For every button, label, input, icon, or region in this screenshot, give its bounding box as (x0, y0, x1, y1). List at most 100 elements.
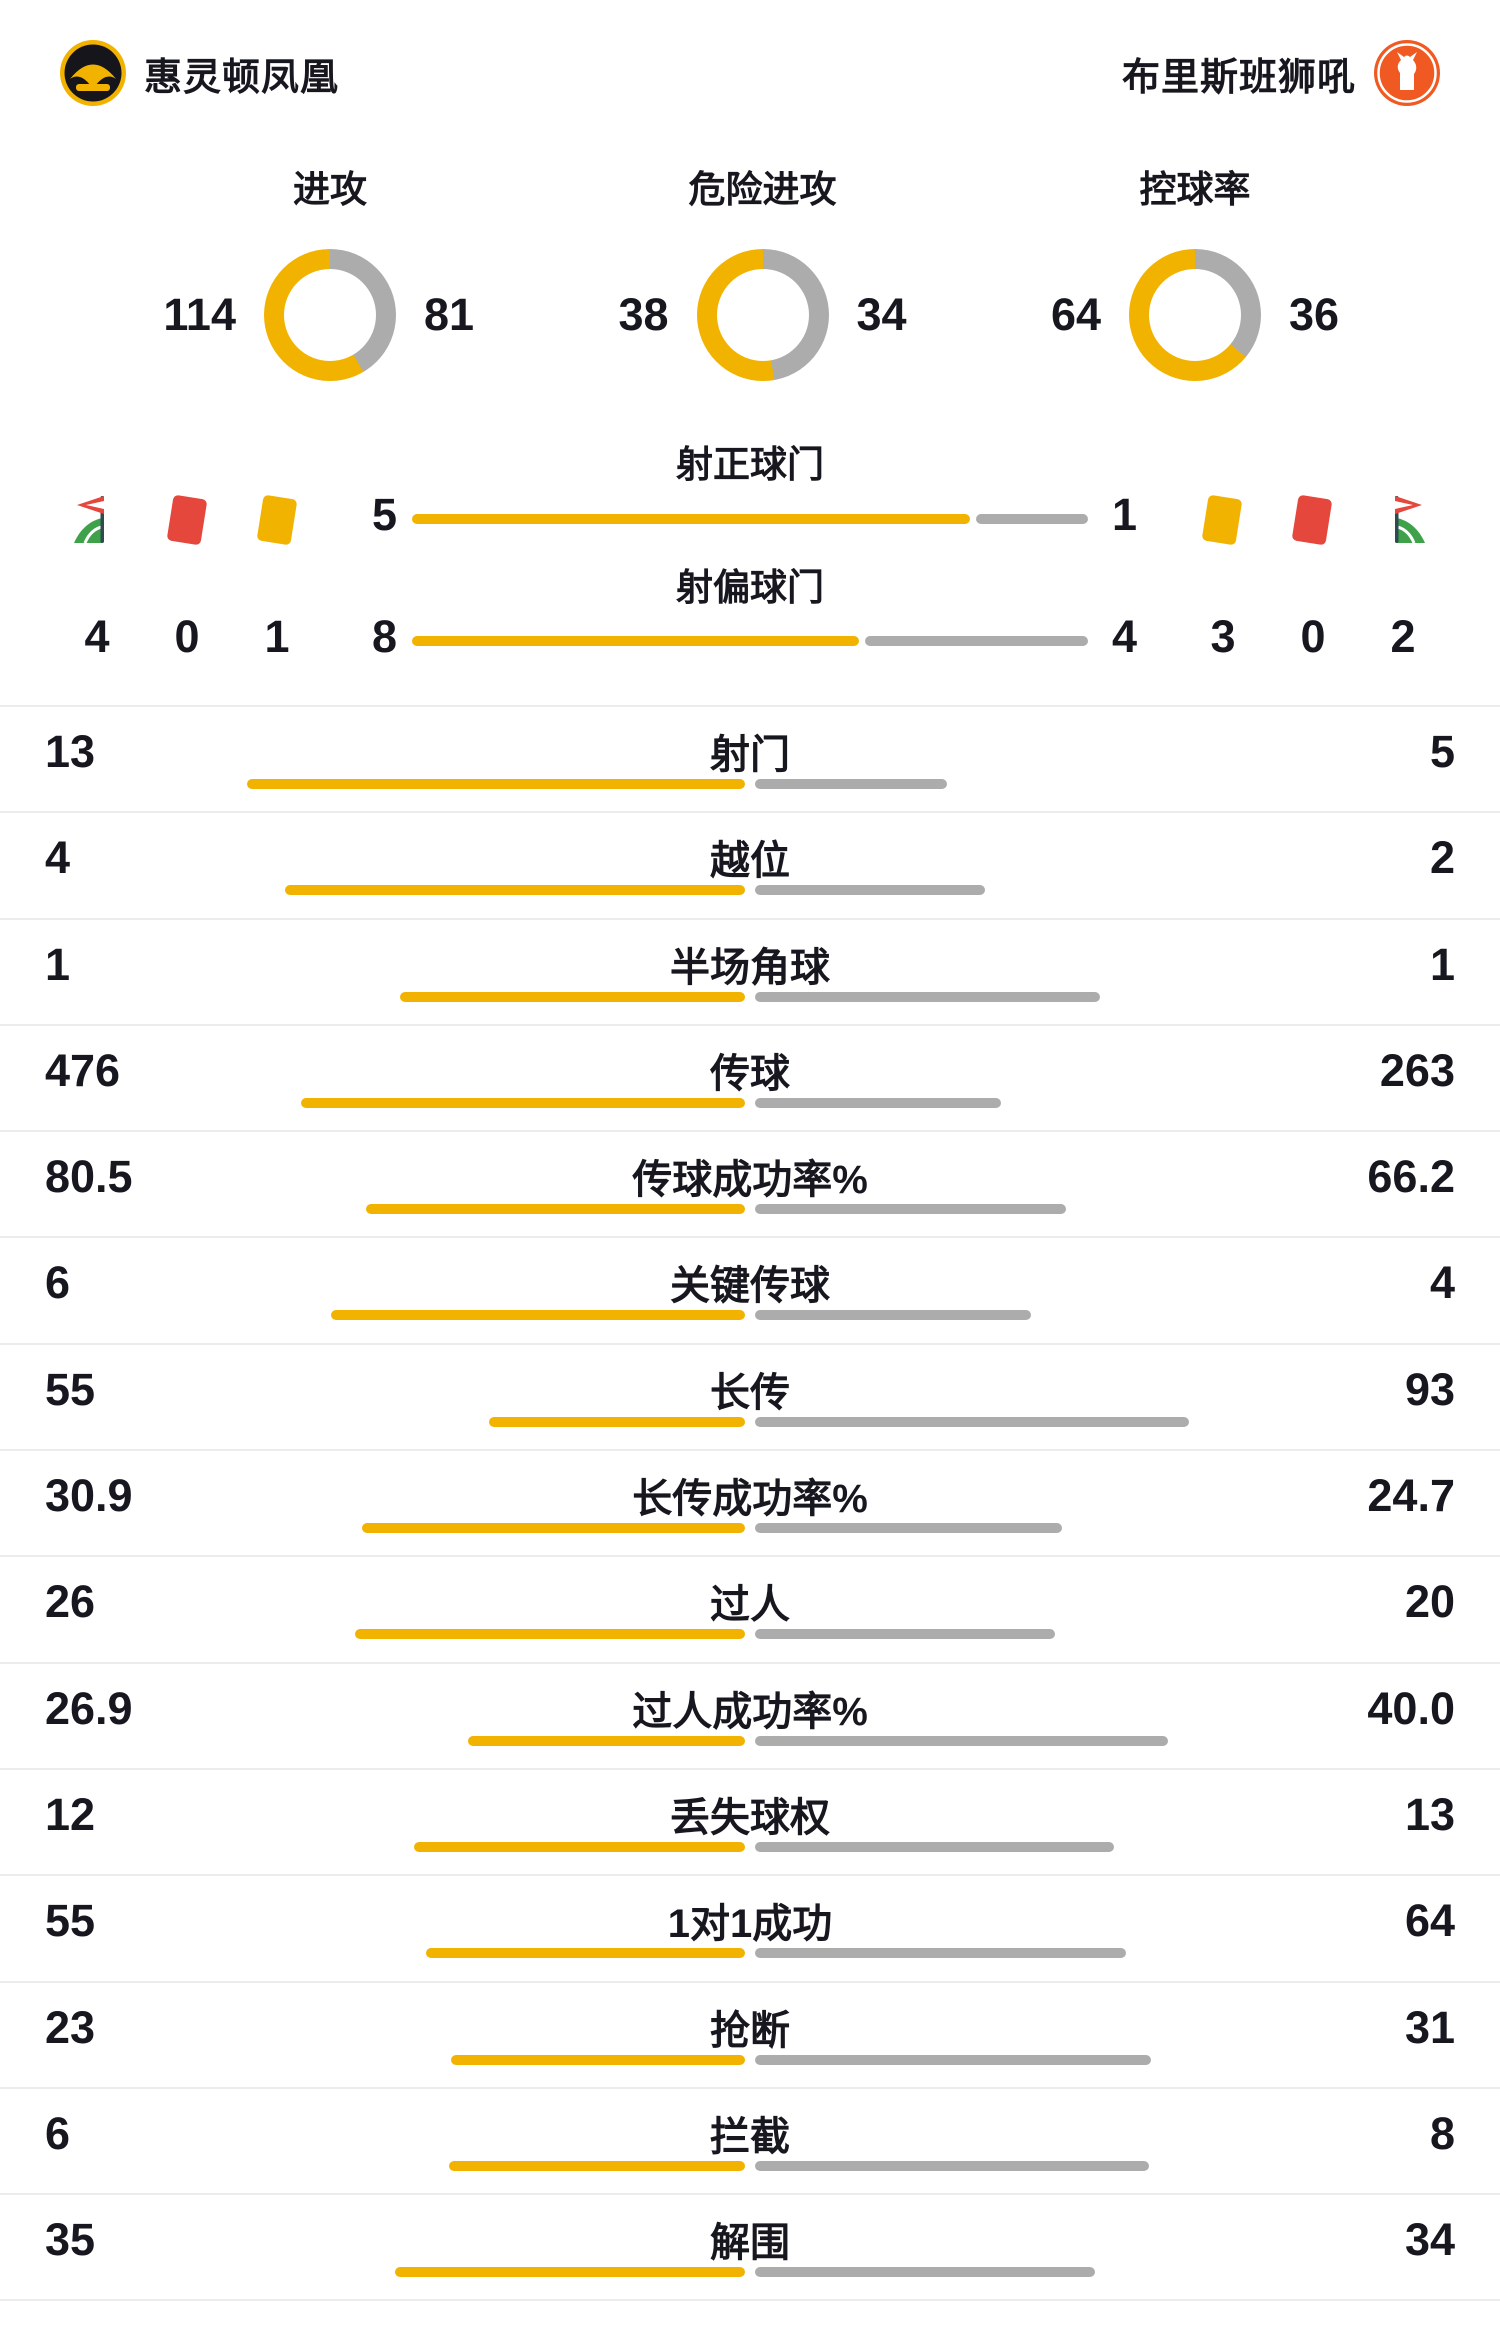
home-team-name: 惠灵顿凤凰 (144, 56, 340, 99)
stat-row: 1 半场角球 1 (0, 917, 1500, 1024)
dangerous-attacks-donut-chart (696, 249, 829, 381)
header: 惠灵顿凤凰 布里斯班狮吼 (60, 40, 1440, 106)
stat-away-value: 263 (1379, 1044, 1455, 1096)
stat-label: 半场角球 (670, 945, 830, 990)
stat-away-value: 66.2 (1367, 1151, 1455, 1203)
shots-on-target-away-value: 1 (1112, 489, 1138, 540)
away-corners-count: 2 (1390, 611, 1416, 662)
attacks-away-value: 81 (424, 289, 475, 340)
stat-away-bar (755, 1097, 1001, 1108)
attacks-label: 进攻 (293, 169, 367, 210)
shots-off-target-home-bar (412, 636, 859, 646)
stat-home-value: 80.5 (45, 1151, 133, 1203)
stat-label: 长传成功率% (632, 1477, 868, 1522)
stat-label: 射门 (710, 733, 790, 777)
stat-label: 抢断 (710, 2008, 790, 2053)
stat-away-bar (755, 885, 985, 896)
stat-home-bar (300, 1097, 745, 1108)
stat-row: 55 长传 93 (0, 1342, 1500, 1449)
home-team[interactable]: 惠灵顿凤凰 (60, 40, 339, 106)
stat-home-bar (361, 1523, 745, 1534)
stat-row: 30.9 长传成功率% 24.7 (0, 1449, 1500, 1555)
stat-label: 越位 (710, 839, 790, 884)
shots-off-target-away-bar (864, 636, 1088, 646)
stat-home-value: 1 (45, 938, 71, 990)
shots-on-target-bar (412, 514, 1088, 524)
away-yellow-cards-count: 3 (1210, 611, 1236, 662)
stat-home-value: 23 (45, 2001, 96, 2053)
possession-away-value: 36 (1289, 289, 1340, 340)
possession-home-value: 64 (1050, 289, 1101, 340)
stat-home-value: 30.9 (45, 1470, 133, 1522)
corner-flag-icon (74, 496, 104, 544)
stat-row: 23 抢断 31 (0, 1980, 1500, 2087)
shots-off-target-away-value: 4 (1112, 611, 1138, 662)
away-team-logo (1374, 40, 1440, 106)
stat-label: 长传 (710, 1370, 790, 1415)
stat-home-bar (488, 1416, 745, 1427)
stat-away-value: 31 (1404, 2001, 1455, 2053)
stat-label: 过人 (710, 1583, 790, 1628)
stat-row: 26 过人 20 (0, 1555, 1500, 1661)
donut-section: 进攻 114 81 危险进攻 38 34 控球率 64 36 (140, 168, 1385, 381)
away-red-cards-count: 0 (1300, 611, 1326, 662)
shots-off-target-home-value: 8 (371, 611, 397, 662)
home-yellow-cards-count: 1 (264, 611, 290, 662)
home-team-logo (60, 40, 126, 106)
stat-home-bar (467, 1735, 745, 1746)
stat-row: 35 解围 34 (0, 2193, 1500, 2299)
home-corners-count: 4 (84, 611, 110, 662)
stat-row: 4 越位 2 (0, 811, 1500, 917)
shots-off-target-label: 射偏球门 (676, 567, 824, 608)
stat-away-value: 4 (1429, 1257, 1455, 1309)
stat-home-bar (426, 1948, 745, 1959)
shots-on-target-away-bar (976, 514, 1088, 524)
stat-home-bar (449, 2160, 745, 2171)
away-team-name: 布里斯班狮吼 (1121, 56, 1356, 99)
stat-home-value: 26 (45, 1576, 96, 1628)
yellow-card-icon (256, 494, 298, 546)
corner-flag-icon (1395, 496, 1425, 544)
stat-away-value: 93 (1404, 1363, 1455, 1415)
stat-away-bar (755, 1841, 1114, 1852)
stat-home-bar (413, 1841, 745, 1852)
away-team[interactable]: 布里斯班狮吼 (1122, 40, 1440, 106)
stat-home-value: 13 (45, 726, 96, 777)
stat-away-bar (755, 1416, 1189, 1427)
possession-donut-chart (1129, 249, 1261, 381)
stat-away-bar (755, 1204, 1067, 1215)
stat-home-bar (395, 2267, 745, 2278)
stat-home-value: 476 (45, 1044, 121, 1096)
stat-away-value: 24.7 (1367, 1470, 1455, 1522)
stat-home-bar (366, 1204, 745, 1215)
stat-label: 过人成功率% (632, 1689, 868, 1734)
stat-home-value: 35 (45, 2214, 96, 2266)
stat-label: 丢失球权 (670, 1795, 830, 1840)
stat-home-bar (355, 1629, 745, 1640)
stat-away-bar (755, 1629, 1055, 1640)
stat-row: 12 丢失球权 13 (0, 1767, 1500, 1874)
stat-away-value: 2 (1429, 832, 1455, 884)
stat-away-bar (755, 1310, 1031, 1321)
stat-away-value: 8 (1429, 2107, 1455, 2159)
stat-away-value: 1 (1429, 938, 1455, 990)
stat-row: 6 拦截 8 (0, 2086, 1500, 2193)
stat-row: 26.9 过人成功率% 40.0 (0, 1661, 1500, 1768)
stat-row: 476 传球 263 (0, 1023, 1500, 1130)
stat-home-bar (451, 2054, 745, 2065)
stat-label: 传球成功率% (632, 1158, 868, 1203)
yellow-card-icon (1201, 494, 1243, 546)
stat-home-bar (331, 1310, 745, 1321)
donut-group-dangerous-attacks: 危险进攻 38 34 (573, 168, 953, 381)
stat-row: 55 1对1成功 64 (0, 1874, 1500, 1980)
red-card-icon (1291, 494, 1333, 546)
possession-label: 控球率 (1139, 169, 1251, 210)
stat-away-bar (755, 2267, 1095, 2278)
donut-group-attacks: 进攻 114 81 (140, 168, 520, 381)
stat-away-value: 20 (1404, 1576, 1455, 1628)
shots-on-target-label: 射正球门 (676, 444, 824, 485)
stat-away-bar (755, 1735, 1168, 1746)
dangerous-attacks-home-value: 38 (618, 289, 669, 340)
stat-home-bar (400, 991, 745, 1002)
attacks-home-value: 114 (163, 289, 236, 340)
